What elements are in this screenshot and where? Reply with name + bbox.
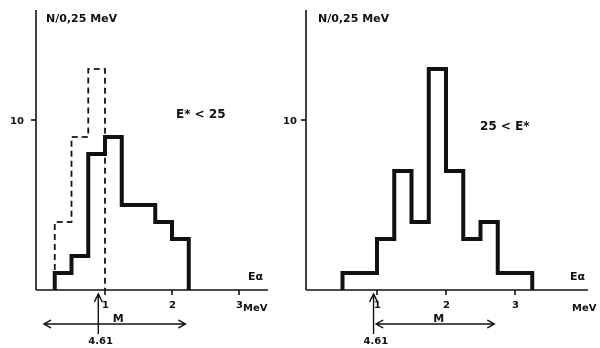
left-condition-label: E* < 25 [176, 107, 226, 121]
right-x-axis-label: Eα [570, 270, 586, 283]
x-tick-label-1: 1 [374, 300, 381, 311]
right-m-range-arrow: M [374, 312, 496, 329]
right-histogram-panel: N/0,25 MeV 10 25 < E* Eα MeV 1 2 3 M 4.61 [283, 10, 597, 347]
left-m-arrowhead-left [42, 319, 52, 329]
right-m-arrowhead-left [374, 319, 384, 329]
left-x-unit: MeV [243, 303, 268, 314]
right-marker-label: 4.61 [364, 336, 389, 347]
x-tick-label-1: 1 [102, 300, 109, 311]
x-tick-label-2: 2 [169, 300, 176, 311]
x-tick-label-3: 3 [512, 300, 519, 311]
right-solid-histogram [340, 67, 535, 290]
right-4-61-marker: 4.61 [364, 292, 389, 347]
left-4-61-marker: 4.61 [88, 292, 113, 347]
left-marker-arrowhead [93, 292, 103, 303]
left-dashed-histogram [53, 68, 106, 290]
x-tick-label-2: 2 [443, 300, 450, 311]
right-m-arrowhead-right [486, 319, 496, 329]
right-y-axis-label: N/0,25 MeV [318, 12, 390, 25]
left-y-axis-label: N/0,25 MeV [46, 12, 118, 25]
right-x-ticks: 1 2 3 [374, 290, 519, 311]
left-solid-histogram [52, 135, 191, 290]
left-y-tick-10: 10 [10, 116, 24, 127]
left-m-label: M [113, 312, 124, 325]
left-m-range-arrow: M [42, 312, 187, 329]
right-m-label: M [433, 312, 444, 325]
left-x-ticks: 1 2 3 [102, 290, 243, 311]
right-x-unit: MeV [572, 303, 597, 314]
left-marker-label: 4.61 [88, 336, 113, 347]
right-y-tick-10: 10 [283, 116, 297, 127]
left-m-arrowhead-right [178, 319, 187, 329]
left-x-axis-label: Eα [248, 270, 264, 283]
x-tick-label-3: 3 [236, 300, 243, 311]
right-condition-label: 25 < E* [480, 119, 530, 133]
right-marker-arrowhead [368, 292, 379, 303]
left-histogram-panel: N/0,25 MeV 10 E* < 25 Eα MeV 1 2 3 M 4.61 [10, 10, 268, 347]
